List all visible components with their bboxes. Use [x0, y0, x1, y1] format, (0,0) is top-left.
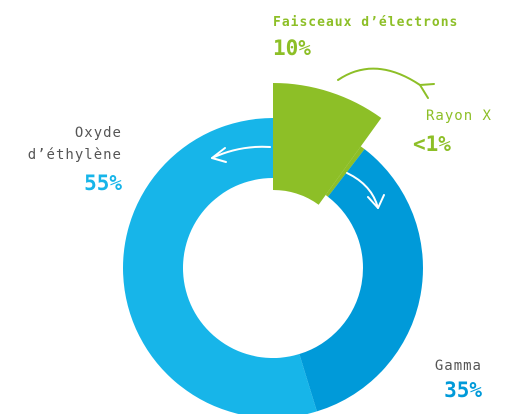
slice-value: 35% — [444, 378, 482, 402]
slice-name: Oxyde d’éthylène — [27, 125, 122, 163]
arrow — [419, 83, 435, 99]
slice-name: Faisceaux d’électrons — [273, 15, 459, 30]
arrow — [211, 145, 271, 159]
slice-value: <1% — [413, 132, 451, 156]
slice — [273, 83, 382, 205]
slice-value: 10% — [273, 36, 311, 60]
arrows — [211, 67, 435, 209]
slice — [299, 149, 424, 412]
arrow — [211, 147, 227, 163]
slice-name: Gamma — [434, 358, 482, 374]
slice-value: 55% — [84, 171, 122, 195]
arrow — [337, 67, 421, 86]
arrow — [367, 194, 385, 209]
slice — [325, 146, 365, 197]
arrow — [346, 172, 379, 209]
slice — [123, 118, 317, 414]
slice-name: Rayon X — [425, 108, 492, 124]
